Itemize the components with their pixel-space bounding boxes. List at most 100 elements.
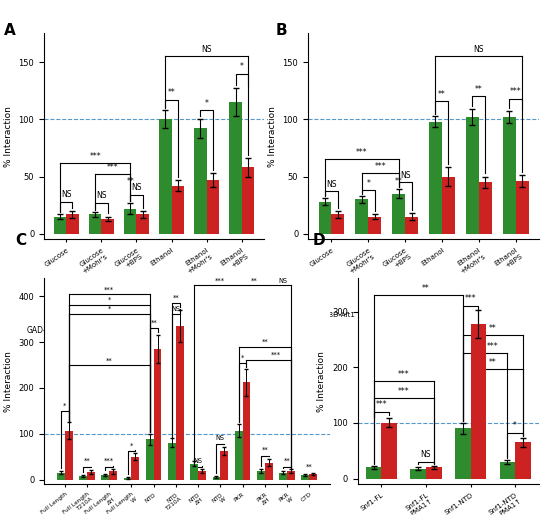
Text: ***: *** [107,163,119,172]
Text: C: C [15,233,26,248]
Bar [136,214,149,234]
Bar [131,457,139,479]
Text: ***: *** [104,458,114,464]
Bar [57,473,65,479]
Bar [499,462,515,478]
Bar [235,431,243,479]
Text: B: B [276,23,287,38]
Text: **: ** [395,177,403,186]
Bar [429,122,442,234]
Text: *: * [205,99,208,108]
Bar [381,423,397,478]
Text: **: ** [438,90,446,98]
Bar [279,473,287,479]
Text: NS: NS [131,183,142,193]
Text: *: * [130,443,133,449]
Text: **: ** [126,177,134,186]
Bar [194,128,207,234]
Text: ***: *** [271,352,281,358]
Bar [67,214,79,234]
Text: *: * [108,297,111,303]
Y-axis label: % Interaction: % Interaction [268,106,277,167]
Text: *: * [513,421,517,431]
Y-axis label: % Interaction: % Interaction [317,351,326,411]
Bar [101,219,114,234]
Text: NS: NS [400,171,410,180]
Text: **: ** [261,447,268,453]
Text: ***: *** [398,387,409,396]
Bar [241,167,254,234]
Text: ***: *** [104,286,114,293]
Bar [503,117,515,234]
Text: ***: *** [90,152,101,161]
Bar [309,474,317,479]
Bar [265,462,273,479]
Text: NS: NS [278,278,287,284]
Bar [109,471,117,479]
Text: **: ** [250,278,257,284]
Bar [89,214,101,234]
Text: ***: *** [215,278,226,284]
Text: *: * [241,354,244,360]
Bar [65,431,73,479]
Text: A: A [4,23,16,38]
Bar [442,177,455,234]
Bar [243,383,250,479]
Bar [332,214,344,234]
Y-axis label: % Interaction: % Interaction [4,351,13,411]
Text: *: * [366,179,370,188]
Text: **: ** [489,324,497,333]
Text: **: ** [106,357,113,364]
Bar [301,475,309,479]
Bar [478,182,492,234]
Text: ***: *** [356,148,367,157]
Bar [153,349,162,479]
Bar [455,428,471,478]
Text: NS: NS [216,435,225,441]
Text: ***: *** [510,87,521,96]
Bar [212,477,221,479]
Text: *: * [240,62,244,71]
Bar [229,102,241,234]
Bar [515,442,531,478]
Bar [124,478,131,479]
Text: **: ** [284,458,290,464]
Text: NS: NS [421,450,431,459]
Text: *: * [63,402,67,408]
Bar [392,194,405,234]
Text: ***: *** [465,295,476,303]
Bar [466,117,478,234]
Bar [355,199,368,234]
Bar [287,471,295,479]
Text: **: ** [168,89,175,97]
Text: NS: NS [172,306,180,312]
Text: NS: NS [326,180,337,189]
Text: D: D [312,233,324,248]
Legend: GBD-Aft1, GBD-aft1 Δ9: GBD-Aft1, GBD-aft1 Δ9 [47,309,150,320]
Bar [257,471,265,479]
Bar [405,217,418,234]
Bar [87,472,95,479]
Bar [366,468,381,478]
Bar [79,476,87,479]
Bar [198,471,206,479]
Text: **: ** [84,458,90,464]
Text: NS: NS [474,45,484,54]
Text: **: ** [261,339,268,345]
Bar [410,469,426,478]
Text: GAD-Snf1: GAD-Snf1 [289,326,326,335]
Text: *: * [108,306,111,312]
Text: NS: NS [96,192,107,200]
Bar [176,326,184,479]
Bar [207,180,219,234]
Y-axis label: % Interaction: % Interaction [4,106,13,167]
Text: **: ** [173,295,179,301]
Bar [168,443,176,479]
Text: **: ** [489,358,497,367]
Text: **: ** [150,320,157,326]
Text: NS: NS [201,45,212,54]
Text: **: ** [306,464,312,470]
Bar [54,217,67,234]
Text: **: ** [475,85,483,94]
Text: ***: *** [398,370,409,379]
